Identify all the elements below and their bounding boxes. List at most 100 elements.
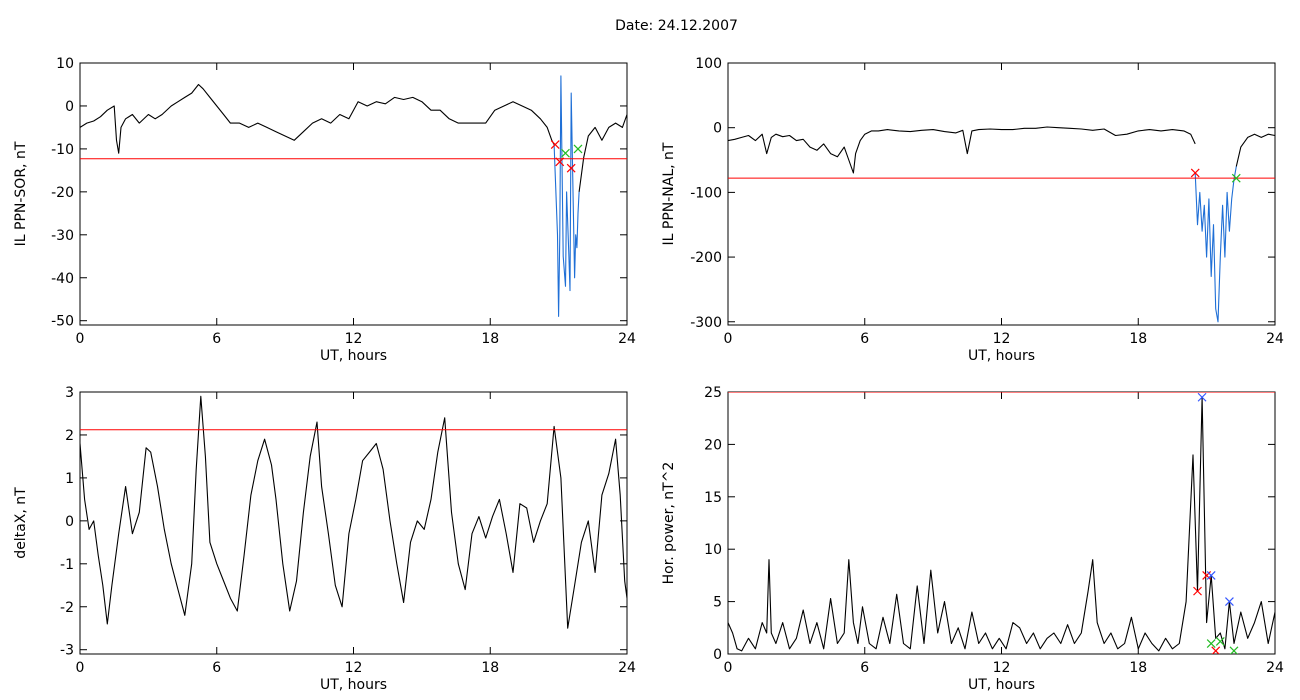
x-tick-label: 0: [76, 331, 85, 347]
x-marker: [1229, 646, 1239, 654]
panel-1: 0 6 12 18 24 10 0 -10 -20 -30 -40 -50 UT, hours IL PP…: [13, 56, 636, 364]
plot-data: [728, 126, 1275, 323]
series-line-1: [728, 396, 1275, 652]
x-tick-label: 24: [618, 660, 636, 676]
panel-3: 0 6 12 18 24 3 2 1 0 -1 -2 -3 UT, hours deltaX, nT: [13, 385, 636, 693]
y-tick-label: 3: [65, 385, 74, 401]
x-marker-stroke: [1224, 597, 1234, 607]
y-tick-label: 2: [65, 428, 74, 444]
x-tick-label: 12: [993, 331, 1011, 347]
y-tick-label: 100: [695, 56, 722, 72]
x-marker-stroke: [1197, 392, 1207, 402]
x-marker: [1211, 646, 1221, 654]
y-tick-label: -1: [60, 557, 74, 573]
series-line-2: [1235, 133, 1275, 167]
x-marker-stroke: [1193, 586, 1202, 596]
x-marker: [1206, 639, 1216, 648]
x-marker-stroke: [566, 163, 576, 173]
x-tick-label: 12: [993, 660, 1011, 676]
y-tick-label: 1: [65, 471, 74, 487]
y-tick-label: 10: [56, 56, 74, 72]
y-tick-label: 0: [713, 647, 722, 663]
x-marker: [1193, 586, 1202, 596]
plot-frame: [727, 391, 1276, 655]
plot-data: [728, 392, 1275, 654]
x-axis-label: UT, hours: [968, 677, 1035, 693]
x-tick-label: 24: [618, 331, 636, 347]
y-tick-label: 15: [704, 490, 722, 506]
panel-2: 0 6 12 18 24 100 0 -100 -200 -300 UT, hours IL PPN-…: [661, 56, 1284, 364]
y-tick-label: -20: [51, 185, 74, 201]
y-tick-label: 10: [704, 542, 722, 558]
y-tick-label: 20: [704, 437, 722, 453]
y-tick-label: -200: [690, 250, 722, 266]
x-marker-stroke: [561, 148, 570, 158]
x-tick-label: 0: [724, 331, 733, 347]
x-marker: [1224, 597, 1234, 607]
series-line-1: [728, 126, 1196, 174]
series-line-3: [1194, 166, 1237, 323]
y-tick-label: 0: [65, 514, 74, 530]
x-tick-label: 18: [481, 660, 499, 676]
x-marker-stroke: [1206, 639, 1216, 648]
x-marker-stroke: [550, 140, 560, 150]
x-tick-label: 0: [724, 660, 733, 676]
x-tick-label: 0: [76, 660, 85, 676]
x-marker-stroke: [555, 157, 565, 167]
x-marker: [555, 157, 565, 167]
x-tick-label: 24: [1266, 660, 1284, 676]
plot-data: [80, 395, 627, 629]
x-marker-stroke: [573, 144, 583, 154]
x-axis-label: UT, hours: [320, 677, 387, 693]
plot-data: [80, 75, 627, 317]
x-marker: [1190, 168, 1200, 178]
x-tick-label: 6: [212, 331, 221, 347]
y-axis-label: IL PPN-SOR, nT: [13, 141, 29, 246]
y-tick-label: -50: [51, 314, 74, 330]
y-tick-label: 0: [713, 121, 722, 137]
y-tick-label: -100: [690, 185, 722, 201]
x-marker: [1197, 392, 1207, 402]
series-line-3: [553, 75, 580, 317]
x-marker-stroke: [1215, 636, 1225, 646]
y-tick-label: -40: [51, 271, 74, 287]
y-tick-label: 5: [713, 595, 722, 611]
x-marker: [561, 148, 570, 158]
y-tick-label: -10: [51, 142, 74, 158]
x-tick-label: 18: [481, 331, 499, 347]
panel-4: 0 6 12 18 24 0 5 10 15 20 25 UT, hours Hor. power, n…: [661, 385, 1284, 693]
x-marker: [1202, 570, 1212, 580]
x-marker: [1231, 173, 1241, 183]
y-tick-label: -300: [690, 315, 722, 331]
x-tick-label: 24: [1266, 331, 1284, 347]
x-tick-label: 6: [212, 660, 221, 676]
x-marker: [573, 144, 583, 154]
x-marker-stroke: [1190, 168, 1200, 178]
x-tick-label: 12: [345, 660, 363, 676]
x-marker-stroke: [1229, 646, 1239, 654]
x-tick-label: 18: [1129, 660, 1147, 676]
x-axis-label: UT, hours: [968, 348, 1035, 364]
y-tick-label: -3: [60, 643, 74, 659]
figure-title: Date: 24.12.2007: [615, 18, 738, 34]
x-marker: [1206, 570, 1216, 580]
series-line-1: [80, 83, 555, 154]
x-marker-stroke: [1211, 646, 1221, 654]
plot-frame: [79, 391, 628, 655]
y-tick-label: 25: [704, 385, 722, 401]
y-axis-label: IL PPN-NAL, nT: [661, 142, 677, 245]
x-axis-label: UT, hours: [320, 348, 387, 364]
x-marker: [566, 163, 576, 173]
x-tick-label: 6: [860, 331, 869, 347]
y-axis-label: deltaX, nT: [13, 487, 29, 559]
series-line-2: [578, 114, 627, 192]
plot-frame: [79, 62, 628, 326]
y-tick-label: -30: [51, 228, 74, 244]
x-marker-stroke: [1206, 570, 1216, 580]
x-tick-label: 12: [345, 331, 363, 347]
series-line-1: [80, 395, 627, 629]
x-marker-stroke: [1231, 173, 1241, 183]
x-tick-label: 18: [1129, 331, 1147, 347]
y-axis-label: Hor. power, nT^2: [661, 462, 677, 585]
